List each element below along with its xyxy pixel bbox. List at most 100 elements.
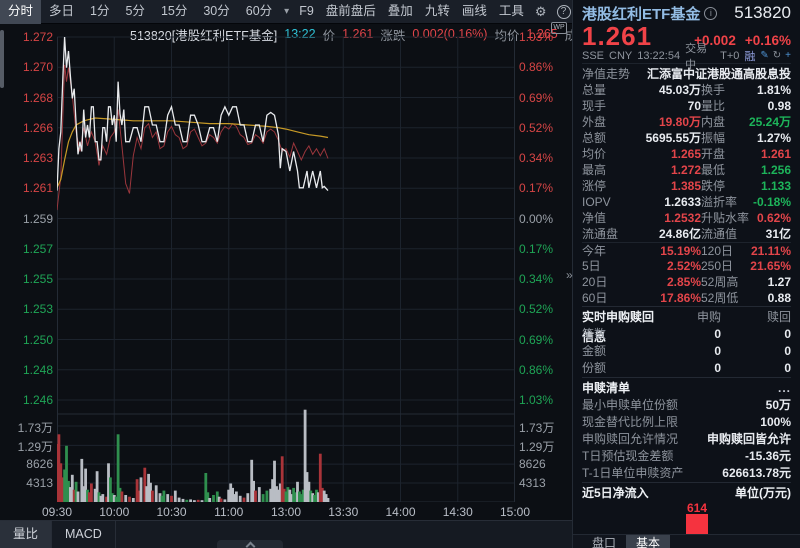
stat-label: 溢折率 xyxy=(701,195,738,209)
toolbar-menu-工具[interactable]: 工具 xyxy=(498,4,524,18)
quote-stats: 净值走势 汇添富中证港股通高股息投 总量 45.03万 换手 1.81% 现手 70 量比 0… xyxy=(582,66,791,306)
volume-bar xyxy=(271,479,274,502)
stat-label: 120日 xyxy=(701,244,734,258)
period-dropdown-caret-icon[interactable]: ▾ xyxy=(284,6,290,17)
quote-header: 港股红利ETF基金 i 513820 xyxy=(582,1,791,25)
volume-bar xyxy=(76,491,80,502)
indicator-tab-量比[interactable]: 量比 xyxy=(0,521,53,548)
toolbar-tab-1分[interactable]: 1分 xyxy=(90,3,110,18)
toolbar-tab-多日[interactable]: 多日 xyxy=(49,3,75,18)
indicator-tabs: 量比 MACD xyxy=(0,521,116,548)
list-value: 100% xyxy=(760,415,791,429)
stat-label: 52周低 xyxy=(701,291,739,305)
stat-value: 19.80万 xyxy=(658,115,701,129)
volume-bar xyxy=(282,488,286,502)
help-icon[interactable]: ? xyxy=(556,4,571,19)
volume-bar xyxy=(208,498,212,502)
toolbar-menu-F9[interactable]: F9 xyxy=(299,4,314,18)
toolbar-menu-盘前盘后[interactable]: 盘前盘后 xyxy=(325,4,376,18)
margin-badge: 融 xyxy=(744,50,756,63)
price-axis-label: 1.250 xyxy=(22,332,53,347)
volume-bar xyxy=(72,489,76,502)
volume-bar xyxy=(296,481,299,502)
nav-trend-label[interactable]: 净值走势 xyxy=(582,67,631,81)
popup-window-icon[interactable]: WP xyxy=(551,22,567,34)
volume-bar xyxy=(301,489,305,502)
volume-bar xyxy=(116,434,120,502)
stat-value: 1.133 xyxy=(760,179,791,193)
volume-bar xyxy=(61,477,65,502)
net-inflow-title: 近5日净流入 xyxy=(582,486,649,500)
toolbar-tab-30分[interactable]: 30分 xyxy=(203,3,230,18)
timeshare-chart[interactable] xyxy=(57,24,515,502)
panel-tab-盘口[interactable]: 盘口 xyxy=(592,536,617,548)
stats-row: 外盘 19.80万 内盘 25.24万 xyxy=(582,114,791,130)
volume-bar xyxy=(307,481,311,502)
pct-axis-label: 0.00% xyxy=(519,211,554,226)
toolbar-menu-items: F9 盘前盘后 叠加 九转 画线 工具 xyxy=(293,0,530,23)
price-axis-label: 1.268 xyxy=(22,90,53,105)
panel-collapse-icon[interactable]: » xyxy=(566,268,573,282)
indicator-tab-MACD[interactable]: MACD xyxy=(52,521,116,548)
rt-row: 笔数 0 0 xyxy=(582,326,791,343)
volume-bar xyxy=(204,473,208,502)
volume-bar xyxy=(200,500,204,502)
volume-bar xyxy=(101,494,105,502)
stat-value: -0.18% xyxy=(752,195,791,209)
toolbar-menu-九转[interactable]: 九转 xyxy=(424,4,450,18)
price-axis-label: 1.257 xyxy=(22,241,53,256)
info-icon[interactable]: i xyxy=(704,6,718,20)
exchange: SSE xyxy=(582,49,605,62)
stats-row: 流通盘 24.86亿 流通值 31亿 xyxy=(582,226,791,242)
toolbar-menu-画线[interactable]: 画线 xyxy=(461,4,487,18)
toolbar-menu-叠加[interactable]: 叠加 xyxy=(387,4,413,18)
settings-gear-icon[interactable]: ⚙ xyxy=(534,4,547,19)
volume-bar xyxy=(298,491,301,502)
volume-axis-label: 8626 xyxy=(519,457,546,472)
panel-tab-基本[interactable]: 基本 xyxy=(626,535,671,548)
toolbar-tab-5分[interactable]: 5分 xyxy=(125,3,145,18)
volume-bar xyxy=(95,471,99,502)
stat-label: 外盘 xyxy=(582,115,607,129)
edit-icon[interactable]: ✎ xyxy=(760,49,769,61)
stats-row: 净值 1.2532 升贴水率 0.62% xyxy=(582,210,791,226)
refresh-icon[interactable]: ↻ xyxy=(772,49,782,61)
stat-value: 1.27 xyxy=(767,275,791,289)
stat-label: 最低 xyxy=(701,163,726,177)
collapse-indicator-handle[interactable] xyxy=(217,540,283,548)
list-label: 最小申赎单位份额 xyxy=(582,398,679,412)
stat-value: 2.85% xyxy=(666,275,701,289)
volume-bar xyxy=(294,492,297,502)
volume-bar xyxy=(112,495,116,502)
volume-bar xyxy=(162,490,166,502)
net-inflow-header: 近5日净流入 单位(万元) xyxy=(582,482,791,502)
volume-bar xyxy=(107,463,110,502)
add-icon[interactable]: + xyxy=(785,49,791,61)
volume-bar xyxy=(59,463,63,502)
toolbar-tab-60分[interactable]: 60分 xyxy=(245,3,273,18)
volume-bar xyxy=(135,479,139,502)
nav-trend-value: 汇添富中证港股通高股息投 xyxy=(646,67,791,81)
volume-bar xyxy=(229,483,233,502)
volume-bar xyxy=(67,480,70,502)
last-price: 1.261 xyxy=(582,21,653,51)
volume-bar xyxy=(63,469,66,502)
volume-bar xyxy=(109,477,112,502)
stat-value: 15.19% xyxy=(660,244,701,258)
more-ellipsis[interactable]: ... xyxy=(777,381,791,395)
left-scrollbar[interactable] xyxy=(0,30,4,88)
toolbar-tab-分时[interactable]: 分时 xyxy=(0,0,42,24)
volume-bar xyxy=(80,458,84,502)
rt-subscription-header: 实时申购赎回信息 申购 赎回 xyxy=(582,306,791,344)
volume-bar xyxy=(324,494,328,502)
rt-subscription-rows: 笔数 0 0 金额 0 0 份额 0 0 xyxy=(582,326,791,377)
list-label: 现金替代比例上限 xyxy=(582,415,679,429)
volume-bar xyxy=(86,489,89,502)
toolbar-tab-15分[interactable]: 15分 xyxy=(160,3,188,18)
stat-value: 1.27% xyxy=(756,131,791,145)
stat-label: 涨停 xyxy=(582,179,607,193)
rt-redeem-value: 0 xyxy=(784,327,791,341)
redemption-list-header: 申赎清单 ... xyxy=(582,377,791,397)
volume-axis-label: 1.73万 xyxy=(17,421,53,435)
